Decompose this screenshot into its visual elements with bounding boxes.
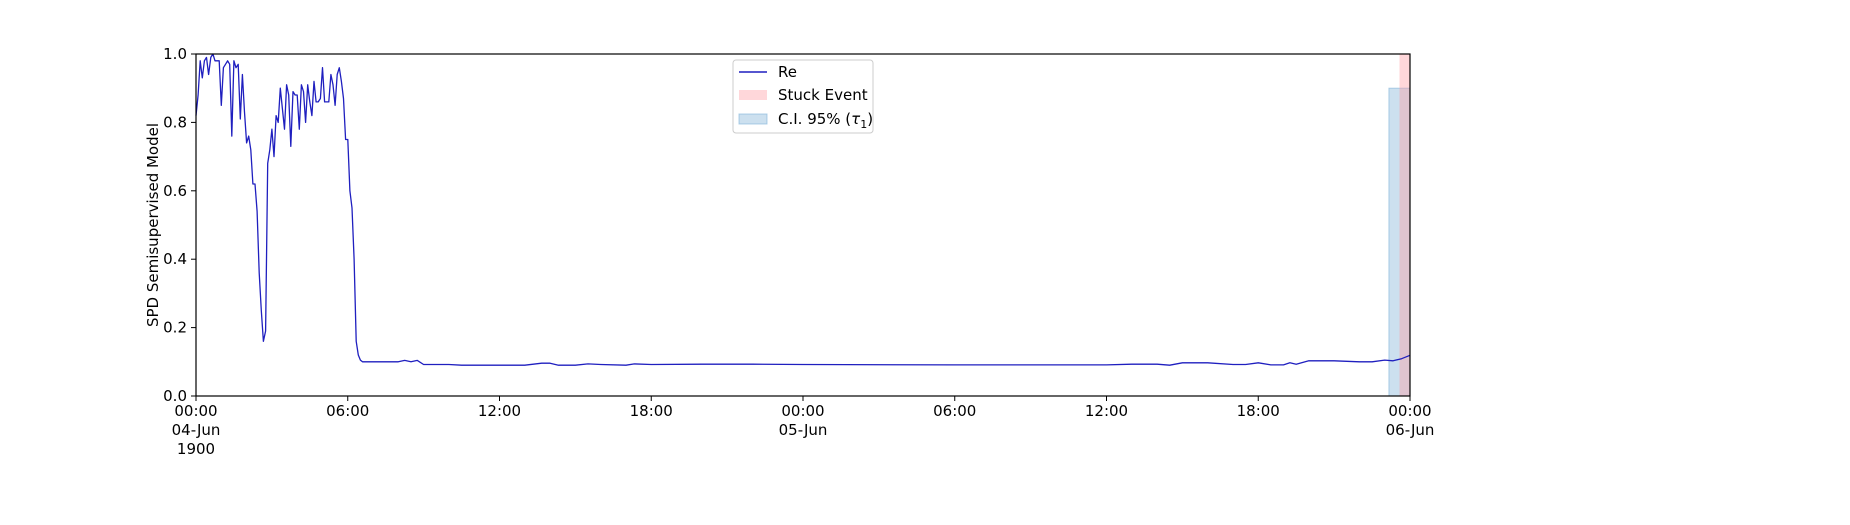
legend: Re Stuck Event C.I. 95% (τ1)	[732, 59, 874, 134]
x-tick-label: 06:00	[326, 402, 369, 420]
legend-ci-swatch	[738, 113, 768, 125]
legend-box	[732, 59, 874, 134]
x-tick-label: 18:00	[1237, 402, 1280, 420]
legend-ci-prefix: C.I. 95% (	[778, 110, 851, 128]
x-tick-label: 06:00	[933, 402, 976, 420]
y-tick-label: 0.2	[163, 319, 187, 337]
x-tick-label: 18:00	[630, 402, 673, 420]
legend-ci-label: C.I. 95% (τ1)	[778, 110, 873, 131]
y-axis-label: SPD Semisupervised Model	[144, 123, 162, 327]
x-tick-label: 06-Jun	[1386, 421, 1435, 439]
x-tick-label: 00:00	[781, 402, 824, 420]
x-tick-label: 12:00	[478, 402, 521, 420]
x-tick-label: 00:00	[174, 402, 217, 420]
y-tick-label: 0.8	[163, 113, 187, 131]
series-line-0	[195, 53, 1411, 366]
legend-stuck-label: Stuck Event	[778, 86, 868, 104]
legend-ci-subscript: 1	[860, 118, 867, 131]
stuck-event-region	[1399, 54, 1410, 396]
legend-line-label: Re	[778, 63, 797, 81]
y-tick-label: 0.6	[163, 182, 187, 200]
x-tick-label: 05-Jun	[779, 421, 828, 439]
legend-ci-suffix: )	[867, 110, 873, 128]
x-tick-label: 12:00	[1085, 402, 1128, 420]
legend-stuck-swatch	[739, 90, 767, 100]
y-axis-ticks: 0.0 0.2 0.4 0.6 0.8 1.0	[163, 45, 196, 405]
x-tick-label: 1900	[177, 440, 215, 458]
shaded-regions	[1388, 54, 1411, 397]
legend-ci-symbol: τ	[851, 110, 861, 128]
x-tick-label: 04-Jun	[172, 421, 221, 439]
y-tick-label: 1.0	[163, 45, 187, 63]
y-tick-label: 0.0	[163, 387, 187, 405]
series-lines	[195, 53, 1411, 366]
y-tick-label: 0.4	[163, 250, 187, 268]
x-tick-label: 00:00	[1388, 402, 1431, 420]
